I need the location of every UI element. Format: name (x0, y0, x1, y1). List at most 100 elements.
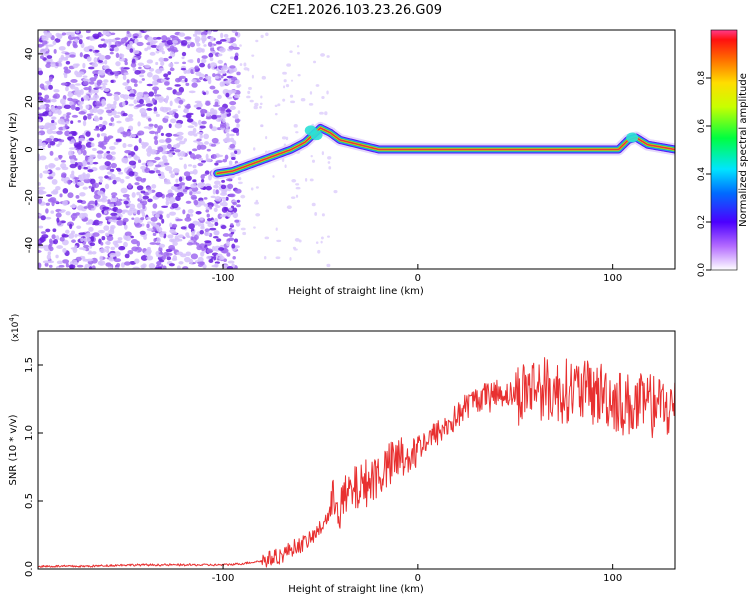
noise-speckle (123, 241, 128, 248)
noise-speckle (56, 217, 60, 223)
noise-speckle (108, 218, 113, 222)
noise-speckle (170, 118, 177, 124)
colorbar-tick-label: 0.0 (697, 263, 707, 278)
noise-speckle (89, 77, 97, 82)
noise-speckle (46, 80, 52, 86)
noise-speckle (212, 73, 216, 78)
noise-speckle (44, 94, 50, 100)
noise-speckle (76, 181, 85, 187)
noise-speckle (67, 92, 74, 98)
noise-speckle (68, 233, 75, 239)
colorbar-tick-label: 0.8 (697, 71, 707, 86)
noise-speckle (65, 121, 70, 125)
noise-speckle (222, 64, 228, 71)
noise-speckle (191, 121, 197, 125)
noise-speckle (39, 55, 44, 60)
noise-speckle (82, 78, 89, 82)
noise-speckle (79, 192, 86, 197)
noise-speckle (136, 191, 141, 196)
noise-speckle (326, 263, 331, 268)
noise-speckle (224, 80, 231, 85)
noise-speckle (115, 240, 123, 244)
noise-speckle (110, 117, 115, 122)
noise-speckle (220, 32, 224, 39)
noise-speckle (176, 251, 184, 256)
noise-speckle (225, 92, 230, 98)
noise-speckle (161, 218, 165, 224)
noise-speckle (75, 83, 81, 86)
noise-speckle (46, 55, 53, 59)
noise-speckle (184, 36, 192, 40)
noise-speckle (169, 149, 175, 152)
noise-speckle (127, 183, 132, 189)
noise-speckle (45, 228, 51, 233)
noise-speckle (133, 171, 139, 176)
noise-speckle (296, 45, 300, 48)
noise-speckle (72, 131, 77, 137)
noise-speckle (41, 43, 45, 47)
noise-speckle (107, 171, 113, 175)
noise-speckle (146, 255, 154, 261)
noise-speckle (233, 94, 241, 99)
noise-speckle (211, 126, 218, 132)
noise-speckle (157, 96, 164, 101)
y-tick-label: 0 (24, 146, 35, 152)
noise-speckle (195, 191, 202, 195)
noise-speckle (102, 156, 107, 159)
noise-speckle (83, 166, 88, 170)
noise-speckle (163, 158, 168, 163)
noise-speckle (124, 85, 132, 91)
noise-speckle (171, 231, 178, 235)
noise-speckle (226, 132, 230, 138)
noise-speckle (219, 122, 227, 128)
y-multiplier-exponent: 4 (8, 317, 16, 322)
noise-speckle (92, 182, 100, 189)
noise-speckle (149, 130, 156, 135)
noise-speckle (284, 164, 287, 169)
noise-speckle (52, 40, 57, 46)
noise-speckle (283, 85, 286, 89)
noise-speckle (333, 190, 338, 194)
noise-speckle (48, 111, 52, 116)
noise-speckle (110, 173, 116, 180)
noise-speckle (253, 226, 256, 229)
noise-speckle (311, 159, 316, 163)
noise-speckle (150, 216, 158, 222)
noise-speckle (201, 58, 207, 64)
noise-speckle (134, 223, 143, 228)
noise-speckle (289, 256, 292, 261)
noise-speckle (88, 85, 92, 91)
noise-speckle (196, 57, 201, 64)
noise-speckle (91, 251, 97, 255)
noise-speckle (116, 219, 124, 226)
noise-speckle (199, 62, 206, 68)
noise-speckle (205, 206, 210, 210)
colorbar-ticks: 0.0 0.2 0.4 0.6 0.8 (697, 71, 711, 278)
noise-speckle (92, 107, 98, 114)
noise-speckle (228, 207, 233, 211)
noise-speckle (222, 233, 230, 237)
noise-speckle (196, 107, 202, 110)
noise-speckle (136, 185, 144, 191)
noise-speckle (189, 42, 196, 48)
noise-speckle (113, 100, 117, 106)
noise-speckle (83, 206, 89, 209)
noise-speckle (234, 113, 239, 120)
noise-speckle (56, 143, 60, 147)
noise-speckle (212, 188, 216, 195)
noise-speckle (145, 216, 151, 220)
noise-speckle (87, 114, 92, 120)
noise-speckle (103, 65, 108, 70)
noise-speckle (51, 130, 58, 135)
noise-speckle (207, 41, 213, 47)
noise-speckle (86, 56, 92, 62)
noise-speckle (248, 86, 252, 90)
noise-speckle (144, 47, 148, 52)
noise-speckle (105, 241, 111, 245)
noise-speckle (119, 93, 126, 99)
noise-speckle (295, 186, 301, 190)
noise-speckle (208, 52, 214, 58)
noise-speckle (53, 49, 57, 54)
noise-speckle (175, 195, 181, 202)
noise-speckle (78, 111, 86, 115)
